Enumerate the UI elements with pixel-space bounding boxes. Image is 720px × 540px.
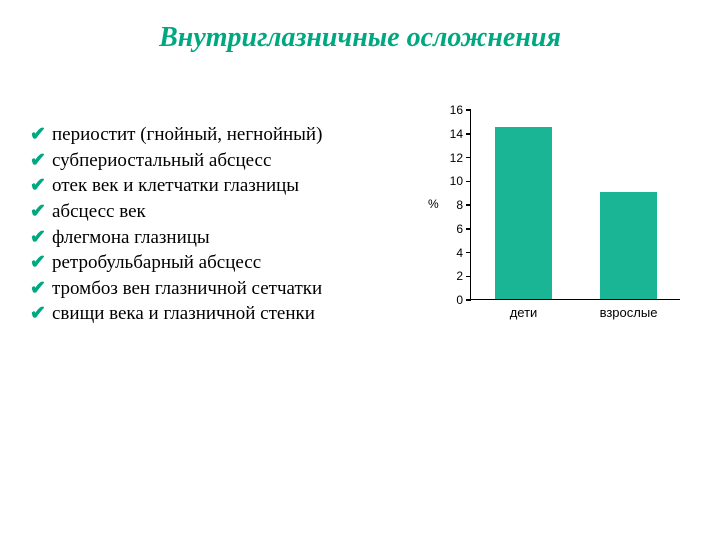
check-icon: ✔ [30, 173, 46, 199]
y-tick-label: 8 [456, 198, 471, 212]
list-item-label: отек век и клетчатки глазницы [52, 175, 299, 196]
y-tick-label: 4 [456, 246, 471, 260]
bar-chart: 0246810121416детивзрослые % [410, 104, 700, 334]
plot-area: 0246810121416детивзрослые [470, 110, 680, 300]
y-tick-label: 0 [456, 293, 471, 307]
complication-list: ✔ периостит (гнойный, негнойный) ✔ субпери… [30, 122, 410, 327]
list-item-label: субпериостальный абсцесс [52, 150, 271, 171]
check-icon: ✔ [30, 122, 46, 148]
x-tick-label: взрослые [600, 299, 658, 320]
list-item: ✔ тромбоз вен глазничной сетчатки [30, 276, 410, 302]
check-icon: ✔ [30, 250, 46, 276]
list-item-label: тромбоз вен глазничной сетчатки [52, 278, 322, 299]
check-icon: ✔ [30, 148, 46, 174]
y-tick-label: 16 [450, 103, 471, 117]
y-tick-label: 2 [456, 269, 471, 283]
list-item-label: ретробульбарный абсцесс [52, 252, 261, 273]
y-tick-label: 6 [456, 222, 471, 236]
check-icon: ✔ [30, 301, 46, 327]
check-icon: ✔ [30, 276, 46, 302]
bar [600, 192, 658, 299]
list-item: ✔ периостит (гнойный, негнойный) [30, 122, 410, 148]
list-item-label: свищи века и глазничной стенки [52, 303, 315, 324]
list-item: ✔ отек век и клетчатки глазницы [30, 173, 410, 199]
list-item: ✔ ретробульбарный абсцесс [30, 250, 410, 276]
chart-column: 0246810121416детивзрослые % [410, 104, 700, 334]
list-item: ✔ флегмона глазницы [30, 225, 410, 251]
bar [495, 127, 553, 299]
content-row: ✔ периостит (гнойный, негнойный) ✔ субпери… [0, 54, 720, 334]
list-item: ✔ свищи века и глазничной стенки [30, 301, 410, 327]
page-title: Внутриглазничные осложнения [0, 0, 720, 54]
y-tick-label: 14 [450, 127, 471, 141]
y-axis-label: % [428, 197, 439, 211]
y-tick-label: 12 [450, 151, 471, 165]
list-item: ✔ субпериостальный абсцесс [30, 148, 410, 174]
list-item-label: флегмона глазницы [52, 227, 210, 248]
check-icon: ✔ [30, 225, 46, 251]
check-icon: ✔ [30, 199, 46, 225]
list-item: ✔ абсцесс век [30, 199, 410, 225]
y-tick-label: 10 [450, 174, 471, 188]
x-tick-label: дети [510, 299, 538, 320]
list-item-label: абсцесс век [52, 201, 146, 222]
list-column: ✔ периостит (гнойный, негнойный) ✔ субпери… [30, 104, 410, 327]
list-item-label: периостит (гнойный, негнойный) [52, 124, 322, 145]
